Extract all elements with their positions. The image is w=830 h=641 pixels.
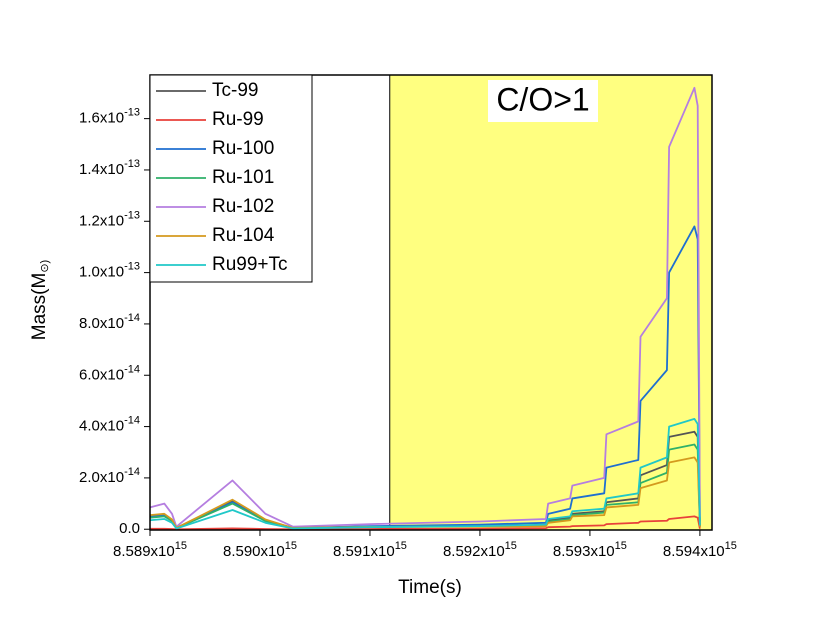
x-tick-label: 8.594x1015 <box>663 540 737 560</box>
x-tick-label: 8.593x1015 <box>553 540 627 560</box>
plot-frame <box>149 74 713 531</box>
annotation: C/O>1 <box>496 81 589 117</box>
legend-label: Ru99+Tc <box>212 254 288 275</box>
y-tick-label: 6.0x10-14 <box>79 363 140 383</box>
legend-label: Ru-104 <box>212 225 275 246</box>
series-line <box>149 456 701 529</box>
shaded-region <box>389 75 712 530</box>
y-tick-label: 1.6x10-13 <box>79 107 140 127</box>
x-tick-label: 8.589x1015 <box>113 540 187 560</box>
y-tick-label: 1.2x10-13 <box>79 209 140 229</box>
y-axis-label: Mass(M⊙) <box>29 260 51 340</box>
series-line <box>149 86 701 528</box>
series-line <box>150 515 701 531</box>
y-tick-label: 1.0x10-13 <box>79 261 140 281</box>
legend-label: Ru-99 <box>212 109 264 130</box>
legend-label: Ru-100 <box>212 138 274 159</box>
y-tick-label: 4.0x10-14 <box>79 414 140 434</box>
annotation-box <box>488 80 598 122</box>
x-axis-label: Time(s) <box>398 577 462 598</box>
series-line <box>149 417 701 530</box>
legend-label: Ru-102 <box>212 196 274 217</box>
legend-label: Ru-101 <box>212 167 274 188</box>
y-tick-label: 1.4x10-13 <box>79 158 140 178</box>
legend-label: Tc-99 <box>212 80 258 101</box>
y-tick-label: 8.0x10-14 <box>79 312 140 332</box>
x-tick-label: 8.590x1015 <box>223 540 297 560</box>
y-tick-label: 2.0x10-14 <box>79 466 140 486</box>
y-tick-label: 0.0 <box>119 520 140 537</box>
series-line <box>149 443 701 530</box>
x-tick-label: 8.592x1015 <box>443 540 517 560</box>
x-tick-label: 8.591x1015 <box>333 540 407 560</box>
